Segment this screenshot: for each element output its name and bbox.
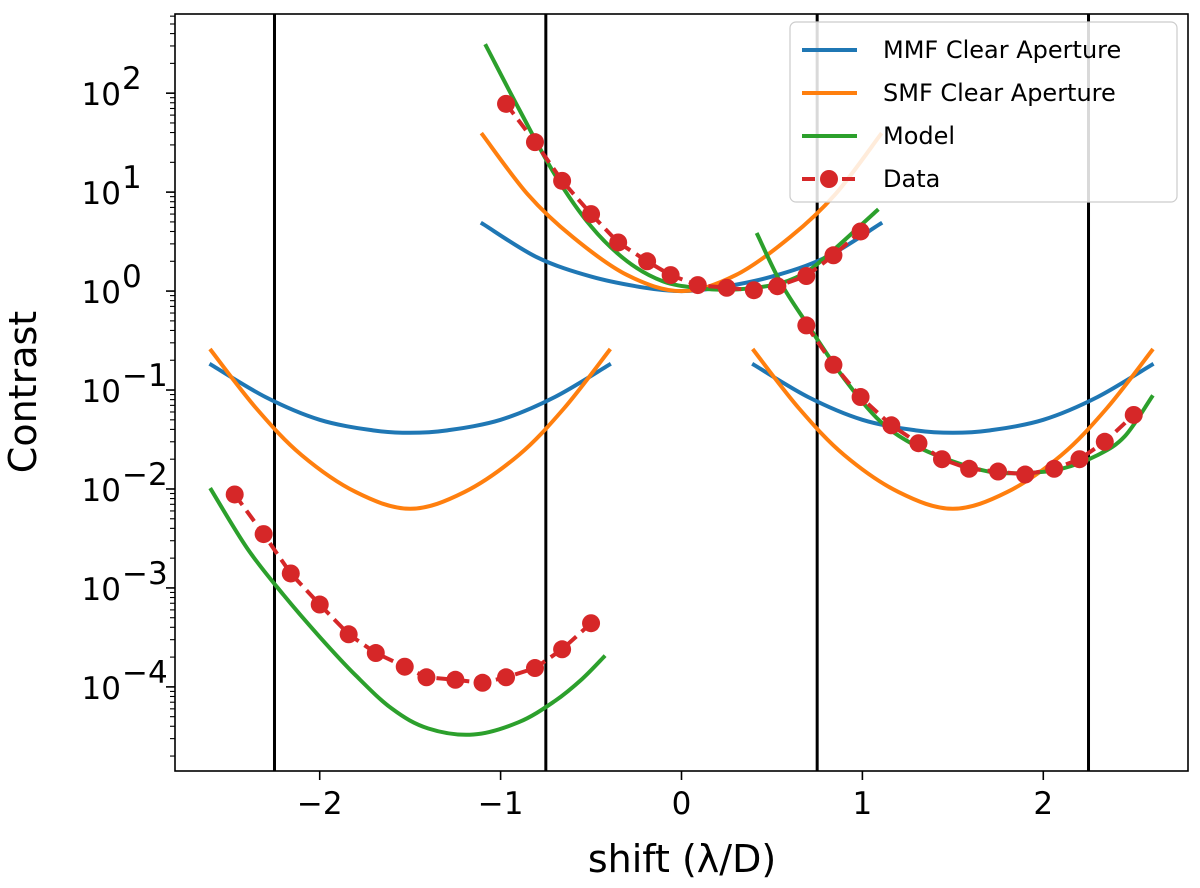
- data-point: [553, 640, 572, 659]
- data-point: [851, 388, 870, 407]
- y-tick-label: 10: [82, 77, 121, 113]
- data-point: [824, 246, 843, 265]
- y-tick-label: 10: [82, 572, 121, 608]
- data-point: [281, 564, 300, 583]
- legend-label-data: Data: [883, 165, 940, 193]
- model-curve-1: [208, 487, 607, 737]
- data-point: [497, 668, 516, 687]
- data-point: [909, 434, 928, 453]
- data-point: [688, 276, 707, 295]
- smf-curve-2: [479, 131, 884, 294]
- legend-label-model: Model: [883, 122, 955, 150]
- data-point: [797, 316, 816, 335]
- legend-label-mmf: MMF Clear Aperture: [883, 36, 1121, 64]
- x-tick-label: 1: [853, 786, 873, 822]
- data-point: [582, 614, 601, 633]
- legend-marker-data: [820, 170, 838, 188]
- data-point: [417, 668, 436, 687]
- data-point: [225, 485, 244, 504]
- data-point: [744, 281, 763, 300]
- data-point: [310, 595, 329, 614]
- data-point: [1095, 432, 1114, 451]
- data-point: [932, 450, 951, 469]
- legend-label-smf: SMF Clear Aperture: [883, 79, 1116, 107]
- x-axis-label: shift (λ/D): [588, 837, 776, 881]
- data-point: [254, 525, 273, 544]
- data-point: [1016, 465, 1035, 484]
- y-tick-exponent: −1: [122, 358, 168, 394]
- y-tick-exponent: −3: [122, 556, 168, 592]
- data-point: [989, 462, 1008, 481]
- mmf-curve-1: [208, 362, 612, 435]
- data-point: [609, 233, 628, 252]
- legend: MMF Clear Aperture SMF Clear Aperture Mode…: [789, 21, 1178, 203]
- data-point: [473, 673, 492, 692]
- y-tick-label: 10: [82, 473, 121, 509]
- data-point: [1124, 405, 1143, 424]
- y-tick-exponent: 0: [122, 259, 142, 295]
- data-point: [960, 459, 979, 478]
- x-tick-label: −1: [478, 786, 524, 822]
- data-point: [497, 94, 516, 113]
- data-point: [366, 644, 385, 663]
- y-tick-label: 10: [82, 275, 121, 311]
- data-point: [339, 625, 358, 644]
- data-point: [824, 355, 843, 374]
- data-point: [661, 266, 680, 285]
- y-tick-label: 10: [82, 671, 121, 707]
- y-tick-label: 10: [82, 374, 121, 410]
- x-tick-label: 2: [1033, 786, 1053, 822]
- y-tick-label: 10: [82, 176, 121, 212]
- smf-curve-3: [751, 347, 1155, 511]
- data-point: [851, 222, 870, 241]
- smf-curve-1: [208, 347, 612, 511]
- y-tick-exponent: 1: [122, 160, 142, 196]
- x-tick-label: −2: [297, 786, 343, 822]
- data-point: [553, 171, 572, 190]
- data-point: [882, 416, 901, 435]
- data-point: [1070, 450, 1089, 469]
- y-axis-label: Contrast: [1, 311, 45, 473]
- data-point: [797, 267, 816, 286]
- mmf-curve-3: [751, 362, 1155, 435]
- y-tick-exponent: −4: [122, 655, 168, 691]
- data-point: [768, 277, 787, 296]
- data-point: [525, 659, 544, 678]
- data-point: [446, 670, 465, 689]
- legend-box: [789, 21, 1178, 203]
- data-point: [717, 278, 736, 297]
- y-tick-exponent: 2: [122, 61, 142, 97]
- y-tick-exponent: −2: [122, 457, 168, 493]
- data-point: [638, 252, 657, 271]
- data-point: [582, 205, 601, 224]
- data-point: [1045, 459, 1064, 478]
- x-tick-label: 0: [672, 786, 692, 822]
- data-point: [395, 657, 414, 676]
- data-point: [525, 133, 544, 152]
